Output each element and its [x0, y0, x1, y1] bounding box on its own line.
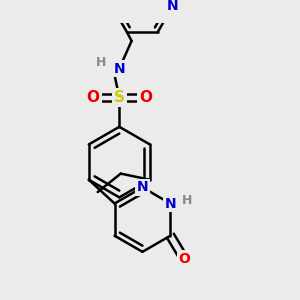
Text: S: S — [114, 90, 125, 105]
Text: N: N — [113, 61, 125, 76]
Text: O: O — [139, 90, 152, 105]
Text: N: N — [167, 0, 179, 13]
Text: O: O — [178, 252, 190, 266]
Text: H: H — [96, 56, 106, 69]
Text: H: H — [182, 194, 192, 207]
Text: N: N — [164, 196, 176, 211]
Text: N: N — [136, 180, 148, 194]
Text: O: O — [87, 90, 100, 105]
